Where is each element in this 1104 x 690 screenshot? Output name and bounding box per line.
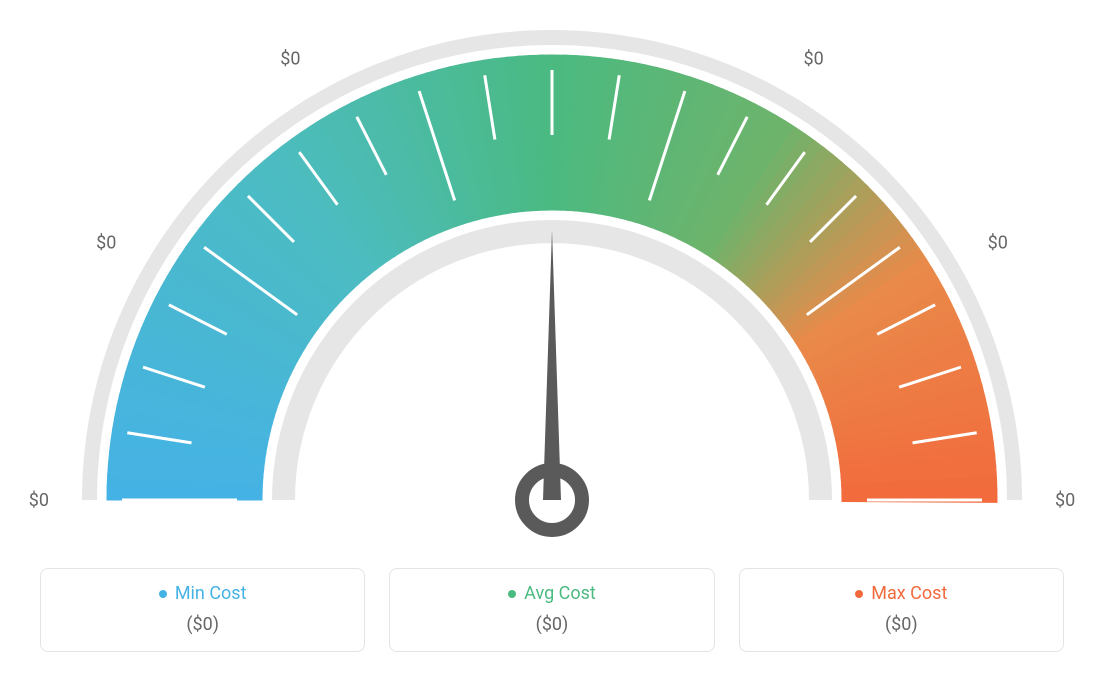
legend-card-min: Min Cost ($0) [40,568,365,652]
legend-dot-min [159,590,167,598]
legend-label-avg: Avg Cost [524,583,596,604]
gauge-chart: $0$0$0$0$0$0$0 [0,0,1104,560]
gauge-tick-label: $0 [29,490,49,511]
legend-value-max: ($0) [750,614,1053,635]
gauge-tick-label: $0 [988,233,1008,254]
legend-card-avg: Avg Cost ($0) [389,568,714,652]
legend-value-min: ($0) [51,614,354,635]
legend-value-avg: ($0) [400,614,703,635]
legend-card-max: Max Cost ($0) [739,568,1064,652]
gauge-tick-label: $0 [804,48,824,69]
gauge-tick-label: $0 [96,233,116,254]
gauge-tick-label: $0 [280,48,300,69]
legend-dot-avg [508,590,516,598]
gauge-tick-label: $0 [1055,490,1075,511]
legend-dot-max [855,590,863,598]
legend-label-min: Min Cost [175,583,247,604]
gauge-svg: $0$0$0$0$0$0$0 [0,0,1104,560]
legend-label-max: Max Cost [871,583,947,604]
legend-row: Min Cost ($0) Avg Cost ($0) Max Cost ($0… [0,568,1104,652]
